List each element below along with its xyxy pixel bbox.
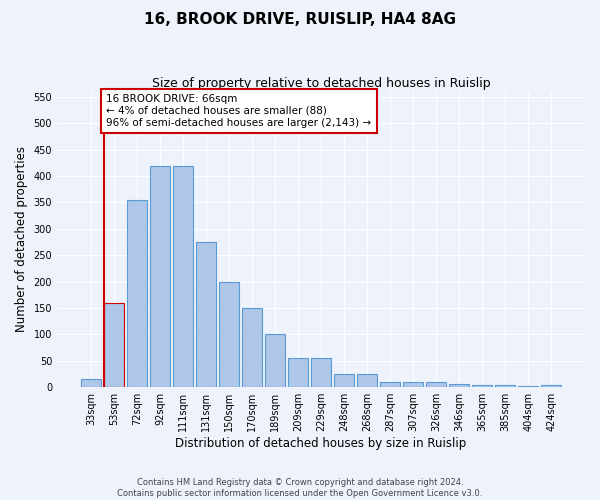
Bar bbox=[265, 334, 285, 387]
Title: Size of property relative to detached houses in Ruislip: Size of property relative to detached ho… bbox=[152, 78, 490, 90]
Bar bbox=[104, 303, 124, 387]
Bar bbox=[449, 384, 469, 387]
Bar bbox=[380, 382, 400, 387]
Bar bbox=[127, 200, 146, 387]
Bar bbox=[288, 358, 308, 387]
Bar bbox=[427, 382, 446, 387]
Bar bbox=[81, 380, 101, 387]
Bar bbox=[219, 282, 239, 387]
Y-axis label: Number of detached properties: Number of detached properties bbox=[15, 146, 28, 332]
Bar bbox=[311, 358, 331, 387]
Bar bbox=[403, 382, 423, 387]
Bar bbox=[242, 308, 262, 387]
Bar bbox=[541, 384, 561, 387]
Bar bbox=[173, 166, 193, 387]
Bar bbox=[334, 374, 354, 387]
Text: Contains HM Land Registry data © Crown copyright and database right 2024.
Contai: Contains HM Land Registry data © Crown c… bbox=[118, 478, 482, 498]
Text: 16, BROOK DRIVE, RUISLIP, HA4 8AG: 16, BROOK DRIVE, RUISLIP, HA4 8AG bbox=[144, 12, 456, 28]
Bar bbox=[518, 386, 538, 387]
Bar bbox=[196, 242, 216, 387]
X-axis label: Distribution of detached houses by size in Ruislip: Distribution of detached houses by size … bbox=[175, 437, 467, 450]
Bar bbox=[496, 384, 515, 387]
Text: 16 BROOK DRIVE: 66sqm
← 4% of detached houses are smaller (88)
96% of semi-detac: 16 BROOK DRIVE: 66sqm ← 4% of detached h… bbox=[106, 94, 371, 128]
Bar bbox=[150, 166, 170, 387]
Bar bbox=[357, 374, 377, 387]
Bar bbox=[472, 384, 492, 387]
